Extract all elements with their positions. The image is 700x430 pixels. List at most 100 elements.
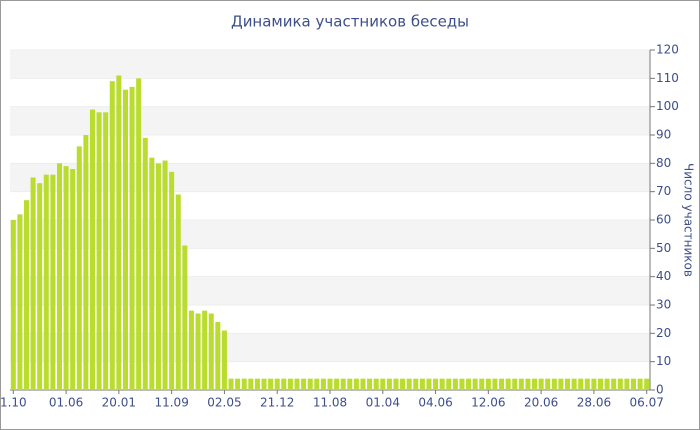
bar (109, 81, 115, 391)
bar (492, 378, 498, 390)
bar (116, 75, 122, 390)
bar (380, 378, 386, 390)
bar (611, 378, 617, 390)
y-tick-label: 80 (656, 156, 671, 170)
bar (598, 378, 604, 390)
bar (545, 378, 551, 390)
bar (327, 378, 333, 390)
bar (439, 378, 445, 390)
y-tick-label: 20 (656, 326, 671, 340)
bar (565, 378, 571, 390)
x-tick-label: 20.06 (524, 396, 558, 410)
bar (433, 378, 439, 390)
bar (340, 378, 346, 390)
x-tick-label: 11.09 (154, 396, 188, 410)
bar (281, 378, 287, 390)
y-tick-label: 40 (656, 269, 671, 283)
bar (70, 169, 76, 390)
bar (37, 183, 43, 390)
bar (268, 378, 274, 390)
bar (334, 378, 340, 390)
bar (485, 378, 491, 390)
bar (136, 78, 142, 390)
chart-title: Динамика участников беседы (231, 13, 469, 31)
x-tick-label: 11.08 (313, 396, 347, 410)
bar (472, 378, 478, 390)
bar (169, 171, 175, 390)
bar (235, 378, 241, 390)
bar (294, 378, 300, 390)
bar (83, 135, 89, 390)
bar (624, 378, 630, 390)
bar (129, 86, 135, 390)
y-tick-label: 30 (656, 298, 671, 312)
bar (413, 378, 419, 390)
bar (347, 378, 353, 390)
bar (274, 378, 280, 390)
x-tick-label: 01.06 (49, 396, 83, 410)
bar (353, 378, 359, 390)
bar (604, 378, 610, 390)
bar (558, 378, 564, 390)
bar (202, 310, 208, 390)
bar (215, 322, 221, 390)
y-tick-label: 10 (656, 354, 671, 368)
bar (617, 378, 623, 390)
bar (261, 378, 267, 390)
bar (248, 378, 254, 390)
bar (518, 378, 524, 390)
bar (30, 177, 36, 390)
bar (538, 378, 544, 390)
bar (56, 163, 62, 390)
bar (175, 194, 181, 390)
bar (373, 378, 379, 390)
bar (89, 109, 95, 390)
bar (551, 378, 557, 390)
bar (505, 378, 511, 390)
bar (228, 378, 234, 390)
bar (459, 378, 465, 390)
bar (50, 174, 56, 390)
bar (155, 163, 161, 390)
bar (188, 310, 194, 390)
bar (637, 378, 643, 390)
x-tick-label: 02.05 (207, 396, 241, 410)
bar (630, 378, 637, 390)
bar (419, 378, 425, 390)
bar (241, 378, 247, 390)
x-tick-label: 28.06 (577, 396, 611, 410)
bar (644, 378, 650, 390)
bar (525, 378, 531, 390)
bar (208, 313, 214, 390)
bar (162, 160, 168, 390)
bar (479, 378, 485, 390)
bar (499, 378, 505, 390)
bar (571, 378, 577, 390)
bar (393, 378, 399, 390)
bar (221, 330, 227, 390)
grid-band (10, 50, 650, 79)
bar (360, 378, 366, 390)
bar (287, 378, 293, 390)
bar (466, 378, 472, 390)
bar (367, 378, 373, 390)
bar (320, 378, 326, 390)
x-tick-label: 01.04 (366, 396, 400, 410)
bar (532, 378, 538, 390)
bar (386, 378, 392, 390)
y-axis-label: Число участников (682, 163, 696, 277)
bar (122, 89, 128, 391)
bar (254, 378, 260, 390)
x-tick-label: 1.10 (0, 396, 27, 410)
x-tick-label: 12.06 (471, 396, 505, 410)
y-tick-label: 90 (656, 128, 671, 142)
bar (512, 378, 518, 390)
x-tick-label: 21.12 (260, 396, 294, 410)
bar (314, 378, 320, 390)
bar (426, 378, 432, 390)
bar (23, 200, 30, 390)
y-tick-label: 120 (656, 43, 679, 57)
bar (43, 174, 49, 390)
bar (307, 378, 313, 390)
